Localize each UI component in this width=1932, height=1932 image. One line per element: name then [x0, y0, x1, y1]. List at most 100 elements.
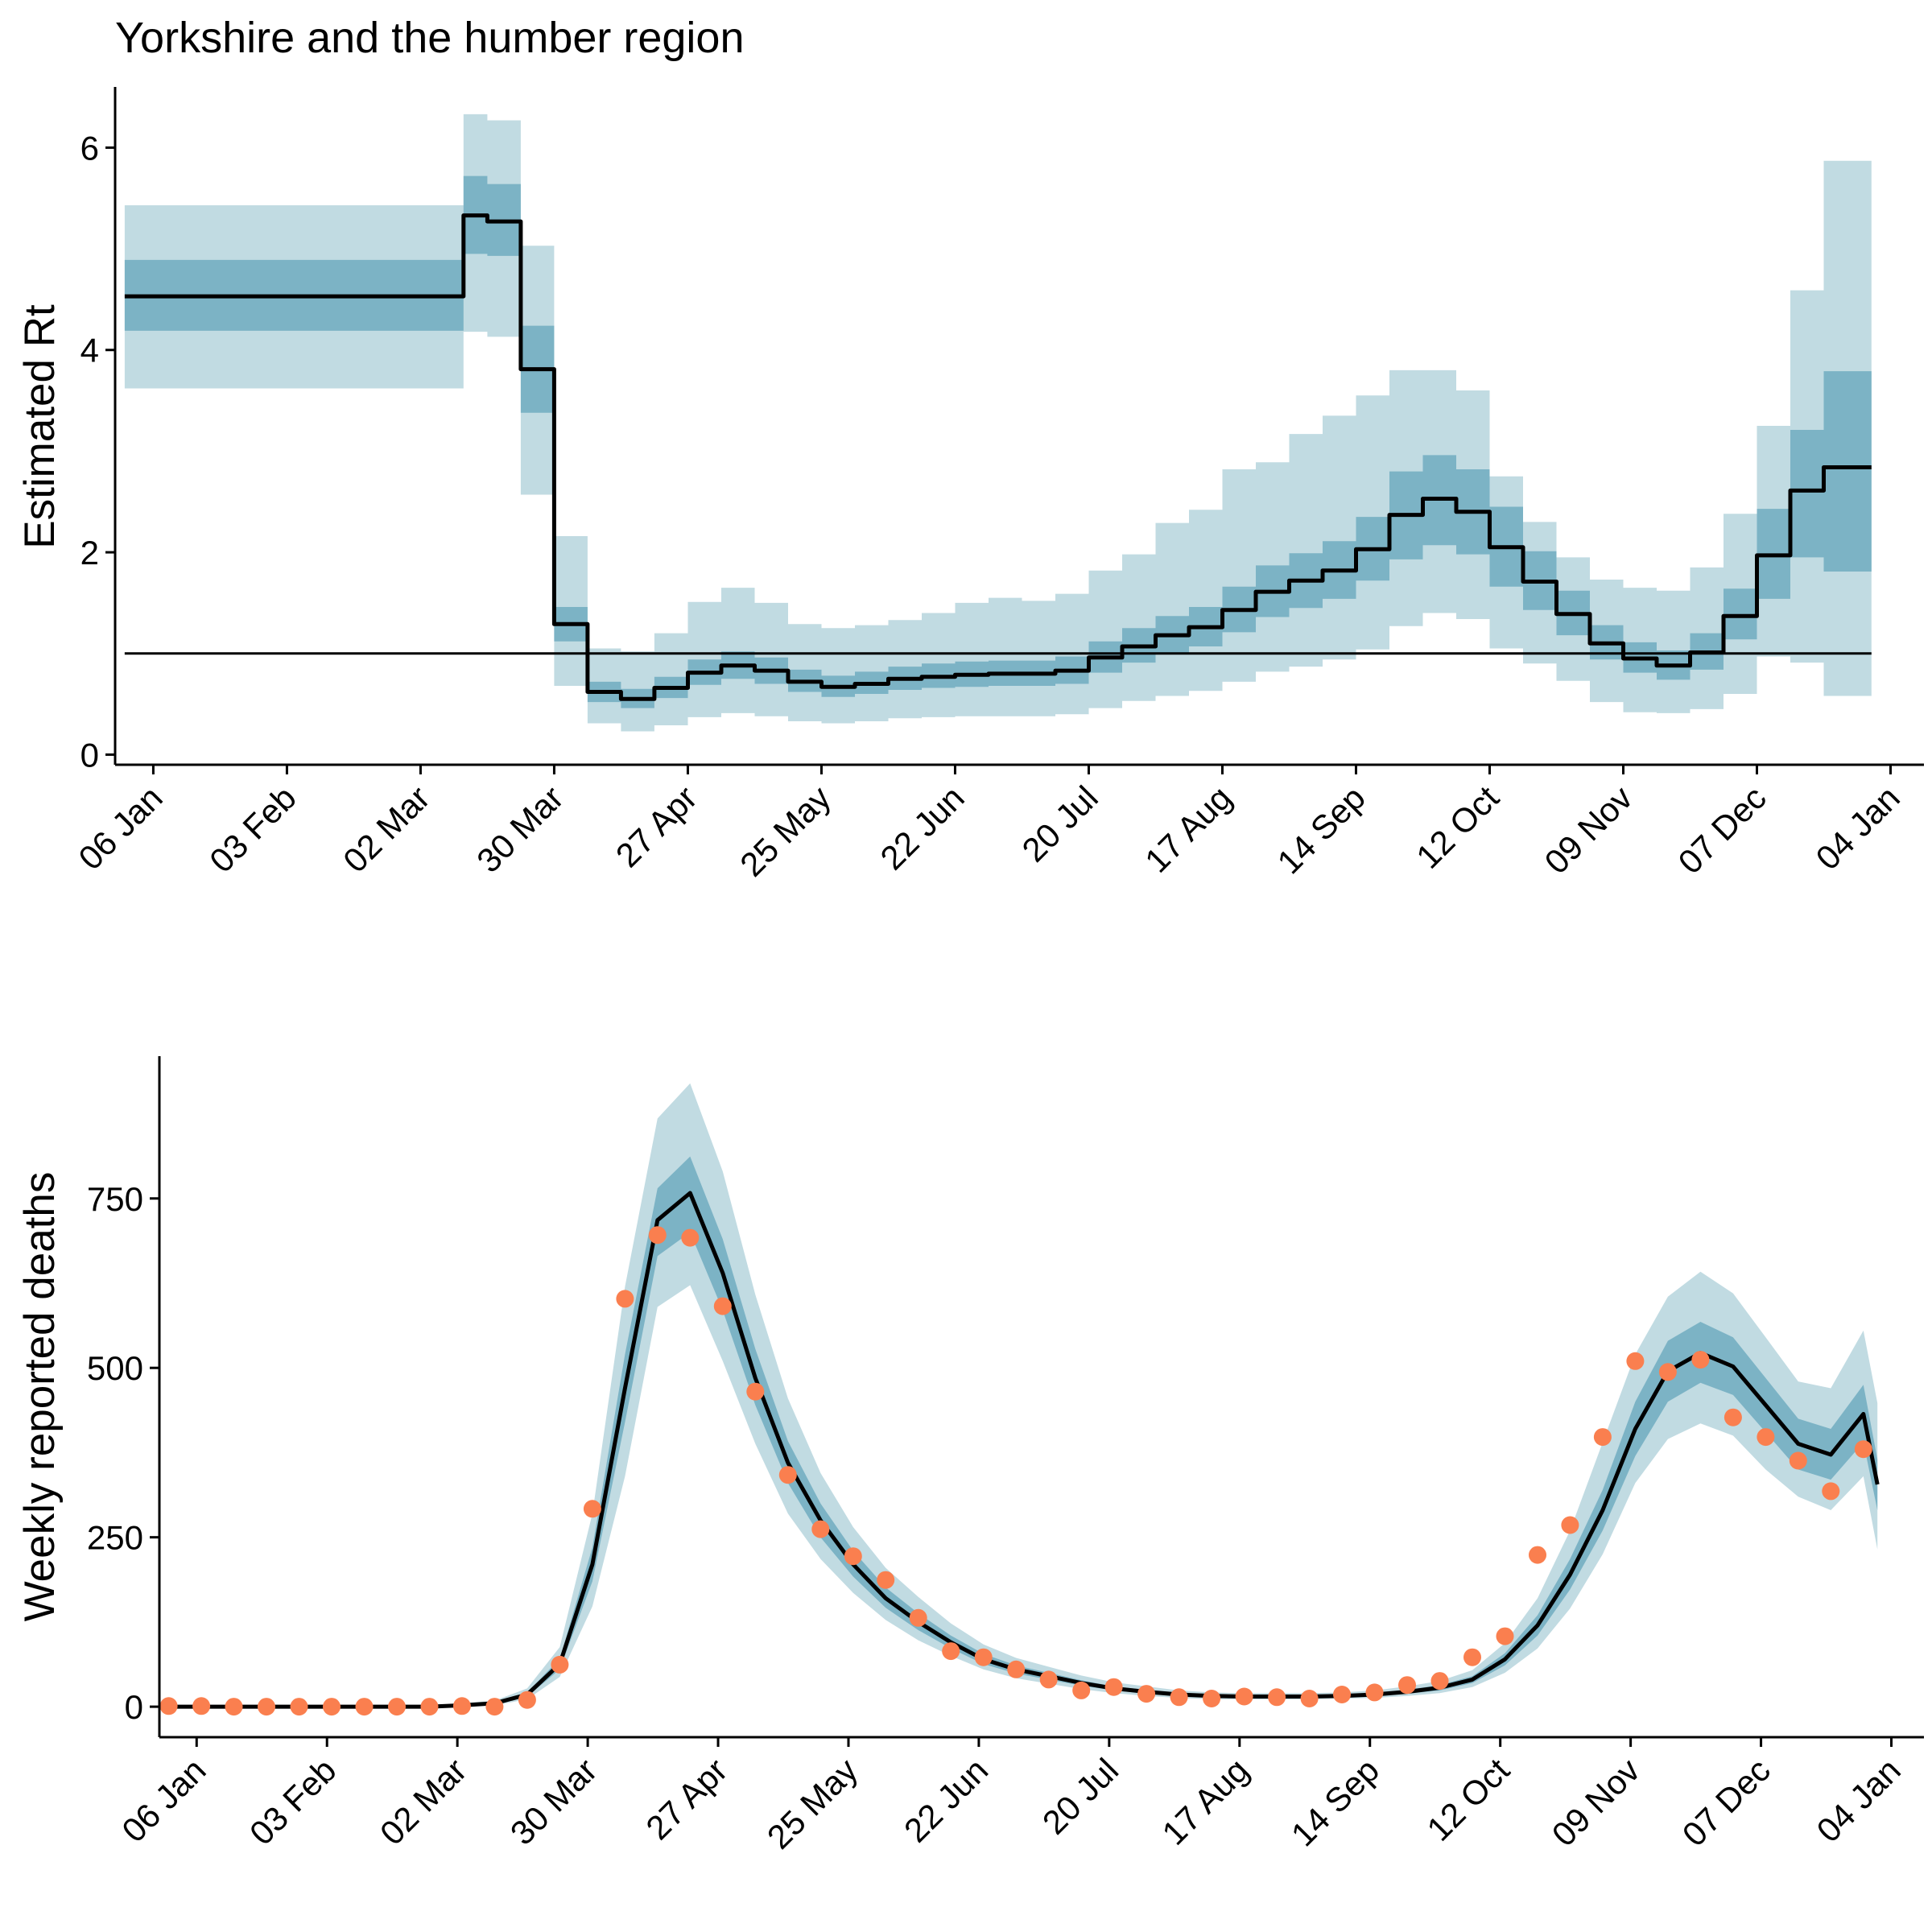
observed-death-point: [1365, 1683, 1384, 1702]
deaths-x-tick-label: 20 Jul: [1035, 1751, 1125, 1841]
rt-x-tick-label: 25 May: [733, 778, 838, 884]
rt-outer-band: [124, 114, 1872, 732]
rt-x-tick-label: 20 Jul: [1014, 778, 1104, 869]
rt-x-tick-label: 17 Aug: [1137, 778, 1239, 880]
observed-death-point: [681, 1228, 700, 1247]
observed-death-point: [1496, 1627, 1514, 1645]
observed-death-point: [355, 1698, 374, 1716]
rt-y-tick-label: 0: [80, 736, 99, 774]
observed-death-point: [1072, 1681, 1091, 1699]
deaths-x-tick-label: 06 Jan: [114, 1751, 213, 1849]
observed-death-point: [1268, 1688, 1286, 1707]
observed-death-point: [518, 1690, 536, 1709]
observed-death-point: [1757, 1428, 1775, 1447]
rt-panel: 0 2 4 6 06 Jan 03 Feb 02 Mar 30 Mar 27 Apr 25 Ma…: [16, 87, 1924, 884]
observed-death-point: [1789, 1451, 1807, 1470]
rt-x-tick-label: 12 Oct: [1409, 778, 1506, 876]
rt-x-tick-label: 27 Apr: [609, 778, 704, 874]
observed-death-point: [877, 1571, 895, 1589]
deaths-outer-band: [168, 1083, 1878, 1707]
rt-y-ticks: 0 2 4 6: [80, 129, 115, 774]
deaths-y-tick-label: 750: [87, 1180, 143, 1218]
observed-death-point: [1430, 1672, 1449, 1690]
deaths-x-tick-label: 12 Oct: [1419, 1751, 1517, 1848]
observed-death-point: [1300, 1690, 1319, 1707]
observed-death-point: [1529, 1546, 1546, 1564]
deaths-observed-points: [159, 1226, 1872, 1716]
observed-death-point: [778, 1466, 797, 1484]
observed-death-point: [844, 1547, 862, 1566]
observed-death-point: [258, 1698, 275, 1716]
deaths-x-tick-label: 02 Mar: [373, 1751, 474, 1852]
deaths-panel: 0 250 500 750 06 Jan 03 Feb 02 Mar 30 Mar 27 Ap…: [16, 1056, 1924, 1856]
rt-x-tick-label: 22 Jun: [873, 778, 971, 877]
observed-death-point: [159, 1697, 178, 1715]
observed-death-point: [420, 1698, 439, 1716]
deaths-y-ticks: 0 250 500 750: [87, 1180, 159, 1726]
observed-death-point: [974, 1648, 993, 1666]
rt-x-tick-label: 04 Jan: [1808, 778, 1906, 877]
deaths-y-tick-label: 500: [87, 1349, 143, 1387]
deaths-y-tick-label: 250: [87, 1519, 143, 1557]
observed-death-point: [746, 1382, 765, 1401]
deaths-y-axis-label: Weekly reported deaths: [16, 1172, 64, 1622]
deaths-x-tick-label: 07 Dec: [1675, 1751, 1777, 1853]
observed-death-point: [1170, 1688, 1188, 1707]
observed-death-point: [648, 1226, 667, 1245]
rt-y-tick-label: 2: [80, 534, 99, 572]
rt-x-tick-label: 09 Nov: [1538, 778, 1640, 881]
observed-death-point: [1561, 1516, 1579, 1534]
deaths-x-tick-label: 14 Sep: [1284, 1751, 1386, 1853]
rt-x-tick-label: 07 Dec: [1671, 778, 1773, 881]
observed-death-point: [1235, 1687, 1253, 1706]
observed-death-point: [1822, 1482, 1840, 1501]
observed-death-point: [583, 1500, 601, 1518]
observed-death-point: [1104, 1678, 1123, 1696]
observed-death-point: [1724, 1408, 1742, 1426]
observed-death-point: [1333, 1686, 1351, 1703]
observed-death-point: [1203, 1690, 1221, 1707]
observed-death-point: [1593, 1428, 1612, 1447]
observed-death-point: [1658, 1363, 1677, 1381]
observed-death-point: [485, 1698, 504, 1716]
observed-death-point: [811, 1520, 830, 1538]
rt-median-line-group: [124, 213, 1872, 701]
observed-death-point: [388, 1698, 406, 1716]
observed-death-point: [713, 1297, 732, 1315]
rt-credible-bands: [124, 114, 1872, 732]
deaths-x-tick-label: 25 May: [760, 1751, 865, 1856]
rt-x-tick-label: 30 Mar: [469, 778, 571, 880]
rt-x-tick-label: 06 Jan: [71, 778, 169, 877]
observed-death-point: [323, 1698, 341, 1716]
rt-y-axis-label: Estimated Rt: [16, 304, 64, 549]
deaths-credible-bands: [168, 1083, 1878, 1707]
deaths-x-tick-label: 04 Jan: [1809, 1751, 1907, 1849]
deaths-x-tick-label: 17 Aug: [1154, 1751, 1256, 1852]
observed-death-point: [942, 1642, 960, 1661]
rt-x-tick-label: 03 Feb: [202, 778, 303, 880]
rt-x-ticks: 06 Jan 03 Feb 02 Mar 30 Mar 27 Apr 25 May 22 J…: [71, 765, 1907, 884]
chart-title: Yorkshire and the humber region: [115, 14, 745, 62]
observed-death-point: [1463, 1648, 1481, 1666]
deaths-x-tick-label: 30 Mar: [503, 1751, 605, 1852]
observed-death-point: [1854, 1440, 1872, 1459]
observed-death-point: [225, 1698, 243, 1716]
observed-death-point: [1398, 1676, 1416, 1695]
deaths-x-tick-label: 27 Apr: [638, 1751, 734, 1847]
rt-median-line: [124, 213, 1872, 701]
observed-death-point: [1137, 1685, 1156, 1703]
observed-death-point: [1626, 1352, 1645, 1370]
rt-y-tick-label: 6: [80, 129, 99, 167]
deaths-x-ticks: 06 Jan 03 Feb 02 Mar 30 Mar 27 Apr 25 May 22 J…: [114, 1737, 1908, 1856]
deaths-y-tick-label: 0: [125, 1688, 143, 1726]
rt-x-tick-label: 14 Sep: [1269, 778, 1372, 881]
observed-death-point: [290, 1698, 308, 1716]
rt-inner-band: [124, 175, 1872, 708]
deaths-x-tick-label: 03 Feb: [242, 1751, 344, 1852]
observed-death-point: [1007, 1660, 1026, 1678]
deaths-x-tick-label: 09 Nov: [1545, 1751, 1647, 1853]
rt-x-tick-label: 02 Mar: [336, 778, 437, 880]
observed-death-point: [1691, 1351, 1710, 1369]
observed-death-point: [452, 1697, 471, 1715]
